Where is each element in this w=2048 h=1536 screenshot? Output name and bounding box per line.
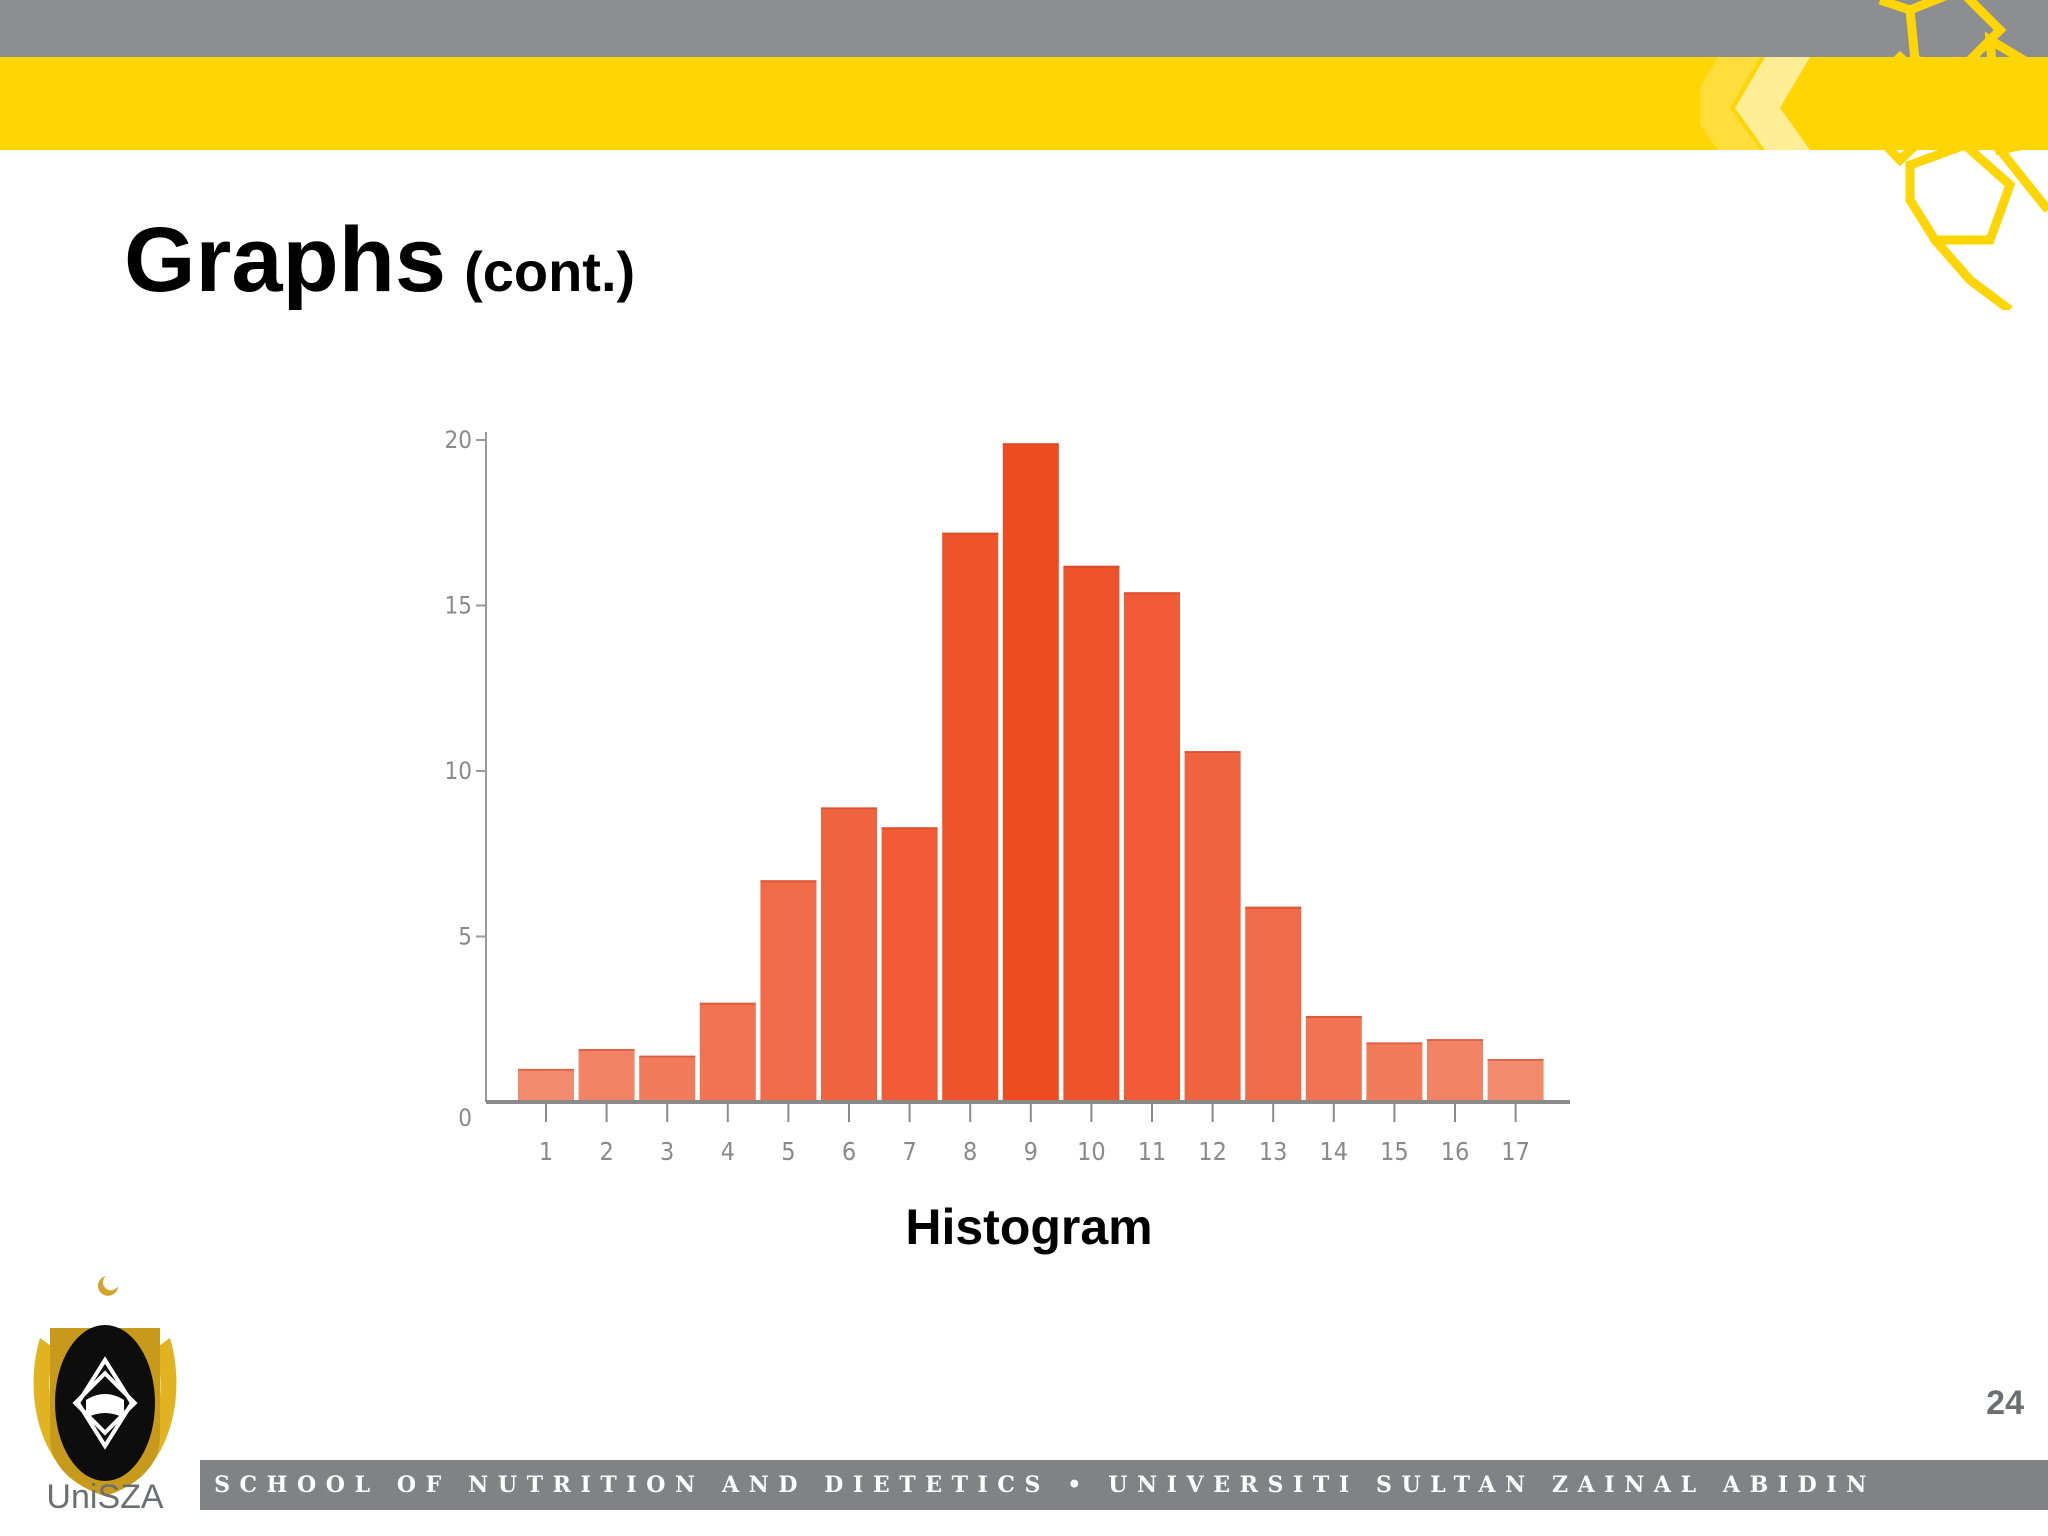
histogram-bar xyxy=(942,532,999,1100)
title-suffix: (cont.) xyxy=(464,240,636,303)
x-tick-label: 3 xyxy=(660,1137,674,1166)
x-tick-label: 9 xyxy=(1024,1137,1038,1166)
histogram-bar xyxy=(1063,565,1120,1100)
histogram-bar xyxy=(821,807,877,1100)
histogram-bar xyxy=(1124,592,1180,1100)
x-tick-label: 12 xyxy=(1198,1137,1227,1166)
title-main: Graphs xyxy=(124,209,447,311)
slide-title: Graphs (cont.) xyxy=(124,208,635,313)
histogram-bar xyxy=(1184,751,1241,1100)
histogram-bar xyxy=(578,1049,635,1100)
x-tick-label: 1 xyxy=(539,1137,553,1166)
histogram-bar xyxy=(1002,443,1059,1100)
corner-decoration xyxy=(1700,0,2048,310)
y-tick-label: 15 xyxy=(445,592,472,620)
x-tick-label: 10 xyxy=(1077,1137,1106,1166)
x-tick-label: 14 xyxy=(1319,1137,1348,1166)
histogram-bar xyxy=(881,827,938,1100)
university-logo: UniSZA xyxy=(33,1276,177,1516)
page-number: 24 xyxy=(1986,1384,2024,1422)
footer-text: SCHOOL OF NUTRITION AND DIETETICS • UNIV… xyxy=(214,1472,1876,1498)
x-tick-label: 13 xyxy=(1259,1137,1288,1166)
histogram-bar xyxy=(1305,1015,1362,1100)
y-tick-label: 0 xyxy=(458,1104,472,1132)
y-tick-label: 10 xyxy=(445,757,472,785)
histogram-bar xyxy=(699,1002,756,1100)
top-gray-band xyxy=(0,0,2048,57)
x-tick-label: 16 xyxy=(1441,1137,1470,1166)
x-tick-label: 7 xyxy=(902,1137,916,1166)
chart-caption: Histogram xyxy=(905,1199,1153,1255)
histogram-bar xyxy=(1487,1058,1544,1100)
histogram-bar xyxy=(1427,1039,1483,1100)
footer-bar xyxy=(200,1460,2048,1510)
x-tick-label: 2 xyxy=(599,1137,613,1166)
histogram-bar xyxy=(1366,1042,1423,1100)
x-tick-label: 11 xyxy=(1138,1137,1167,1166)
x-tick-label: 17 xyxy=(1501,1137,1530,1166)
x-tick-label: 5 xyxy=(781,1137,795,1166)
histogram-bar xyxy=(1245,906,1302,1100)
x-tick-label: 15 xyxy=(1380,1137,1409,1166)
x-tick-label: 8 xyxy=(963,1137,977,1166)
y-tick-label: 20 xyxy=(445,426,472,454)
histogram-bar xyxy=(760,880,817,1100)
x-tick-label: 4 xyxy=(721,1137,735,1166)
logo-text: UniSZA xyxy=(46,1478,163,1516)
histogram-bar xyxy=(639,1055,696,1100)
y-tick-label: 5 xyxy=(458,923,472,951)
x-tick-label: 6 xyxy=(842,1137,856,1166)
histogram-bar xyxy=(518,1068,574,1100)
